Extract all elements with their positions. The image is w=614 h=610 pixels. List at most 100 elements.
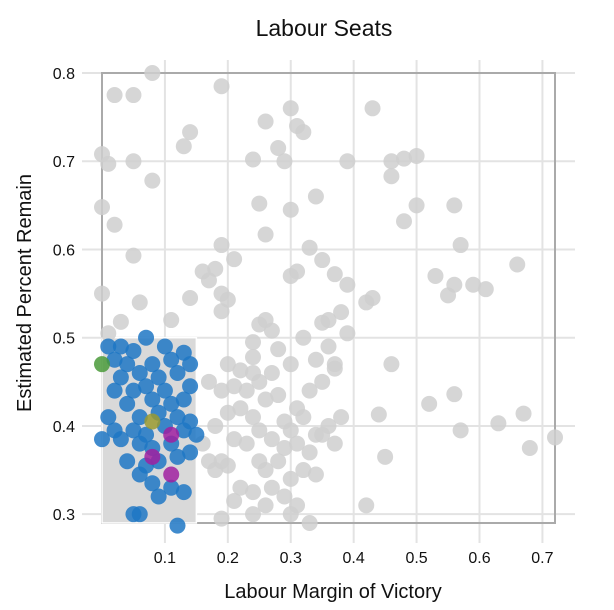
data-point xyxy=(282,506,299,523)
selected-point xyxy=(112,369,129,386)
data-point xyxy=(112,313,129,330)
data-point xyxy=(396,213,412,230)
data-point xyxy=(207,462,224,479)
selected-point xyxy=(119,395,136,412)
data-point xyxy=(307,466,324,483)
selected-point xyxy=(144,391,161,408)
selected-point xyxy=(163,395,180,412)
data-point xyxy=(245,349,261,366)
data-point xyxy=(333,409,350,426)
data-point xyxy=(339,153,356,170)
data-point xyxy=(245,365,261,381)
data-point xyxy=(314,373,331,390)
x-tick-label: 0.1 xyxy=(154,550,176,567)
data-point xyxy=(490,415,507,432)
data-point xyxy=(440,287,457,304)
data-point xyxy=(238,382,255,399)
selected-point xyxy=(100,409,117,426)
selected-point xyxy=(182,356,199,373)
data-point xyxy=(100,155,117,172)
data-point xyxy=(521,440,538,456)
data-point xyxy=(282,356,299,373)
data-point xyxy=(307,188,324,205)
data-point xyxy=(257,113,274,130)
data-point xyxy=(251,316,268,333)
data-point xyxy=(314,426,331,443)
data-point xyxy=(339,276,356,293)
data-point xyxy=(339,325,356,342)
data-point xyxy=(219,457,236,474)
data-point xyxy=(270,341,287,358)
selected-point xyxy=(144,475,161,492)
chart-title: Labour Seats xyxy=(256,15,393,41)
data-point xyxy=(245,409,261,426)
selected-point xyxy=(119,453,136,470)
data-point xyxy=(94,199,110,216)
data-point xyxy=(175,138,192,155)
data-point xyxy=(257,391,274,408)
selected-point xyxy=(150,488,167,505)
selected-point xyxy=(125,342,142,359)
selected-point xyxy=(112,338,129,355)
data-point xyxy=(547,429,563,446)
data-point xyxy=(314,252,331,269)
selected-point xyxy=(131,365,148,381)
data-point xyxy=(245,151,261,168)
data-point xyxy=(245,506,261,523)
selected-point xyxy=(175,484,192,501)
selected-point xyxy=(175,391,192,408)
selected-point xyxy=(144,448,161,465)
data-point xyxy=(276,488,293,505)
data-point xyxy=(226,378,243,395)
data-point xyxy=(100,325,117,342)
y-axis-title: Estimated Percent Remain xyxy=(14,174,36,412)
selected-point xyxy=(182,378,199,395)
data-point xyxy=(276,153,293,170)
data-point xyxy=(326,266,343,283)
selected-point xyxy=(144,413,161,430)
data-point xyxy=(314,314,331,331)
data-point xyxy=(106,216,123,233)
tick-labels: 0.1 0.2 0.3 0.4 0.5 0.6 0.7 0.3 0.4 0.5 0.6 0.7 0.8 xyxy=(53,66,554,567)
data-point xyxy=(282,201,299,218)
data-point xyxy=(333,304,350,321)
data-point xyxy=(383,356,400,373)
data-point xyxy=(295,329,312,346)
data-point xyxy=(301,382,318,399)
data-point xyxy=(213,303,230,320)
data-point xyxy=(125,87,142,104)
data-point xyxy=(251,195,268,212)
data-point xyxy=(232,362,249,379)
data-point xyxy=(364,100,381,117)
selected-point xyxy=(106,351,123,368)
data-point xyxy=(270,453,287,470)
data-point xyxy=(446,197,463,214)
data-point xyxy=(295,462,312,479)
data-point xyxy=(326,360,343,377)
selected-point xyxy=(125,422,142,439)
selected-point xyxy=(163,466,180,483)
selected-point xyxy=(188,426,205,443)
x-tick-label: 0.2 xyxy=(217,550,239,567)
selected-point xyxy=(156,338,173,355)
selected-point xyxy=(131,409,148,426)
data-point xyxy=(263,322,280,339)
y-tick-label: 0.3 xyxy=(53,507,75,524)
selected-point xyxy=(163,426,180,443)
data-point xyxy=(200,373,217,390)
data-point xyxy=(358,497,375,514)
y-tick-label: 0.7 xyxy=(53,154,75,171)
data-point xyxy=(125,153,142,170)
y-tick-label: 0.8 xyxy=(53,66,75,83)
data-point xyxy=(276,440,293,456)
data-point xyxy=(307,351,324,368)
data-point xyxy=(226,431,243,448)
data-point xyxy=(408,197,425,214)
data-point xyxy=(213,237,230,254)
data-point xyxy=(182,124,199,141)
data-point xyxy=(213,78,230,95)
selected-point xyxy=(138,329,155,346)
selected-point xyxy=(182,444,199,461)
selected-point xyxy=(131,435,148,452)
